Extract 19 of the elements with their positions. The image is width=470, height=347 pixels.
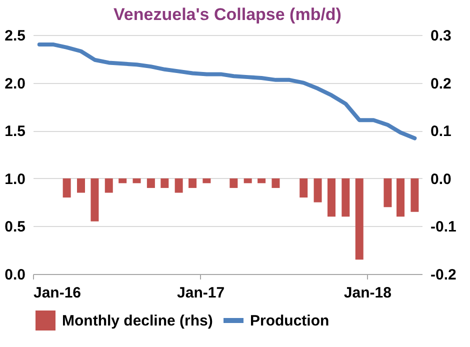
x-tick-label: Jan-18 <box>344 284 392 302</box>
legend-label: Production <box>250 312 330 330</box>
y2-tick-label: 0.0 <box>430 170 452 188</box>
y-tick-label: 0.5 <box>4 218 26 236</box>
y-tick-label: 1.5 <box>4 123 26 140</box>
chart-title: Venezuela's Collapse (mb/d) <box>114 5 342 24</box>
x-tick-label: Jan-17 <box>177 284 225 302</box>
y2-tick-label: 0.2 <box>430 75 452 92</box>
y-tick-label: 2.0 <box>4 75 26 92</box>
y2-tick-label: 0.1 <box>430 123 452 140</box>
x-tick-label: Jan-16 <box>34 284 82 302</box>
y-tick-label: 1.0 <box>4 170 26 188</box>
line-series <box>37 42 417 140</box>
y2-tick-label: 0.3 <box>430 28 452 44</box>
y-tick-label: 2.5 <box>4 28 26 44</box>
y-tick-label: 0.0 <box>4 266 26 284</box>
legend-label: Monthly decline (rhs) <box>62 312 213 330</box>
y2-tick-label: -0.1 <box>430 218 456 236</box>
y2-tick-label: -0.2 <box>430 266 456 284</box>
